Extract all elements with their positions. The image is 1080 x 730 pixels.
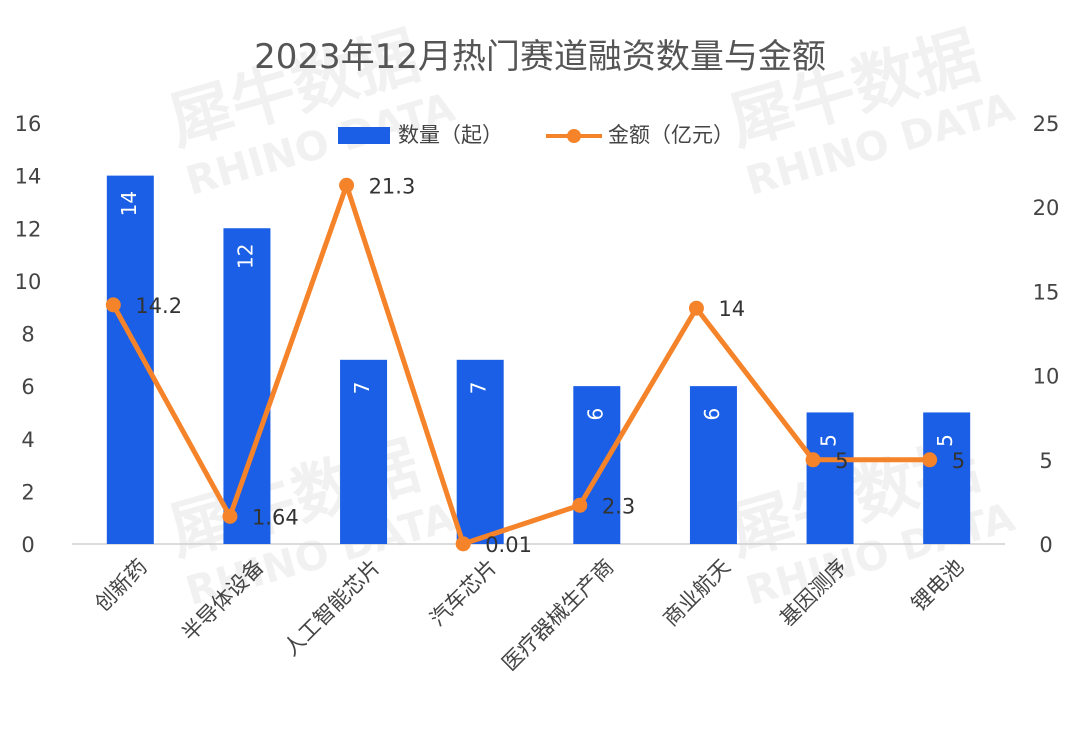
left-axis-tick-label: 8 [21, 323, 34, 347]
bar [689, 386, 737, 544]
line-value-label: 21.3 [369, 174, 416, 198]
line-value-label: 5 [835, 449, 848, 473]
bar [456, 359, 504, 544]
legend-bar-label: 数量（起） [398, 123, 503, 147]
bar [223, 228, 271, 544]
category-label: 汽车芯片 [425, 555, 501, 631]
line-point [805, 452, 821, 468]
line-point [922, 452, 938, 468]
bar-value-label: 6 [700, 408, 724, 421]
line-point [572, 497, 588, 513]
bar-value-label: 6 [583, 408, 607, 421]
right-axis-tick-label: 20 [1033, 196, 1060, 220]
category-label: 医疗器械生产商 [497, 555, 618, 676]
bar [340, 359, 388, 544]
line-point [688, 300, 704, 316]
left-axis-tick-label: 16 [15, 112, 42, 136]
line-value-label: 14.2 [135, 294, 182, 318]
line-value-label: 2.3 [602, 494, 635, 518]
right-axis-tick-label: 5 [1039, 449, 1052, 473]
right-axis-tick-label: 25 [1033, 112, 1060, 136]
line-value-label: 1.64 [252, 505, 299, 529]
line-value-label: 14 [718, 297, 745, 321]
legend-line-label: 金额（亿元） [608, 123, 734, 147]
left-axis-tick-label: 6 [21, 375, 34, 399]
bar-value-label: 7 [467, 381, 491, 394]
bar [806, 412, 854, 544]
line-value-label: 5 [952, 449, 965, 473]
left-axis-tick-label: 2 [21, 480, 34, 504]
chart-title: 2023年12月热门赛道融资数量与金额 [254, 37, 826, 77]
line-point [105, 297, 121, 313]
line-point [339, 177, 355, 193]
line-point [222, 508, 238, 524]
line-value-label: 0.01 [485, 533, 532, 557]
right-axis-tick-label: 10 [1033, 365, 1060, 389]
left-axis-tick-label: 4 [21, 428, 34, 452]
left-axis-tick-label: 14 [15, 165, 42, 189]
right-axis-tick-label: 15 [1033, 280, 1060, 304]
legend-line-marker [567, 129, 581, 143]
line-point [455, 536, 471, 552]
bar [573, 386, 621, 544]
left-axis-tick-label: 12 [15, 217, 42, 241]
bar [106, 175, 154, 544]
right-axis-tick-label: 0 [1039, 533, 1052, 557]
category-label: 创新药 [90, 555, 152, 617]
left-axis-tick-label: 0 [21, 533, 34, 557]
legend: 数量（起） 金额（亿元） [338, 123, 734, 147]
bar-value-label: 7 [350, 381, 374, 394]
line-series-path [111, 182, 930, 547]
bar [923, 412, 971, 544]
left-axis-tick-label: 10 [15, 270, 42, 294]
legend-bar-swatch [338, 127, 390, 144]
category-label: 商业航天 [659, 555, 735, 631]
bar-value-label: 5 [933, 434, 957, 447]
bar-value-label: 14 [117, 191, 141, 216]
plot-area: 0 2 4 6 8 10 12 14 16 0 5 10 15 20 25 14 12 7 7 6 6 5 5 14.2 1.6… [15, 112, 1060, 675]
bar-value-label: 5 [817, 434, 841, 447]
bar-value-label: 12 [233, 244, 257, 269]
